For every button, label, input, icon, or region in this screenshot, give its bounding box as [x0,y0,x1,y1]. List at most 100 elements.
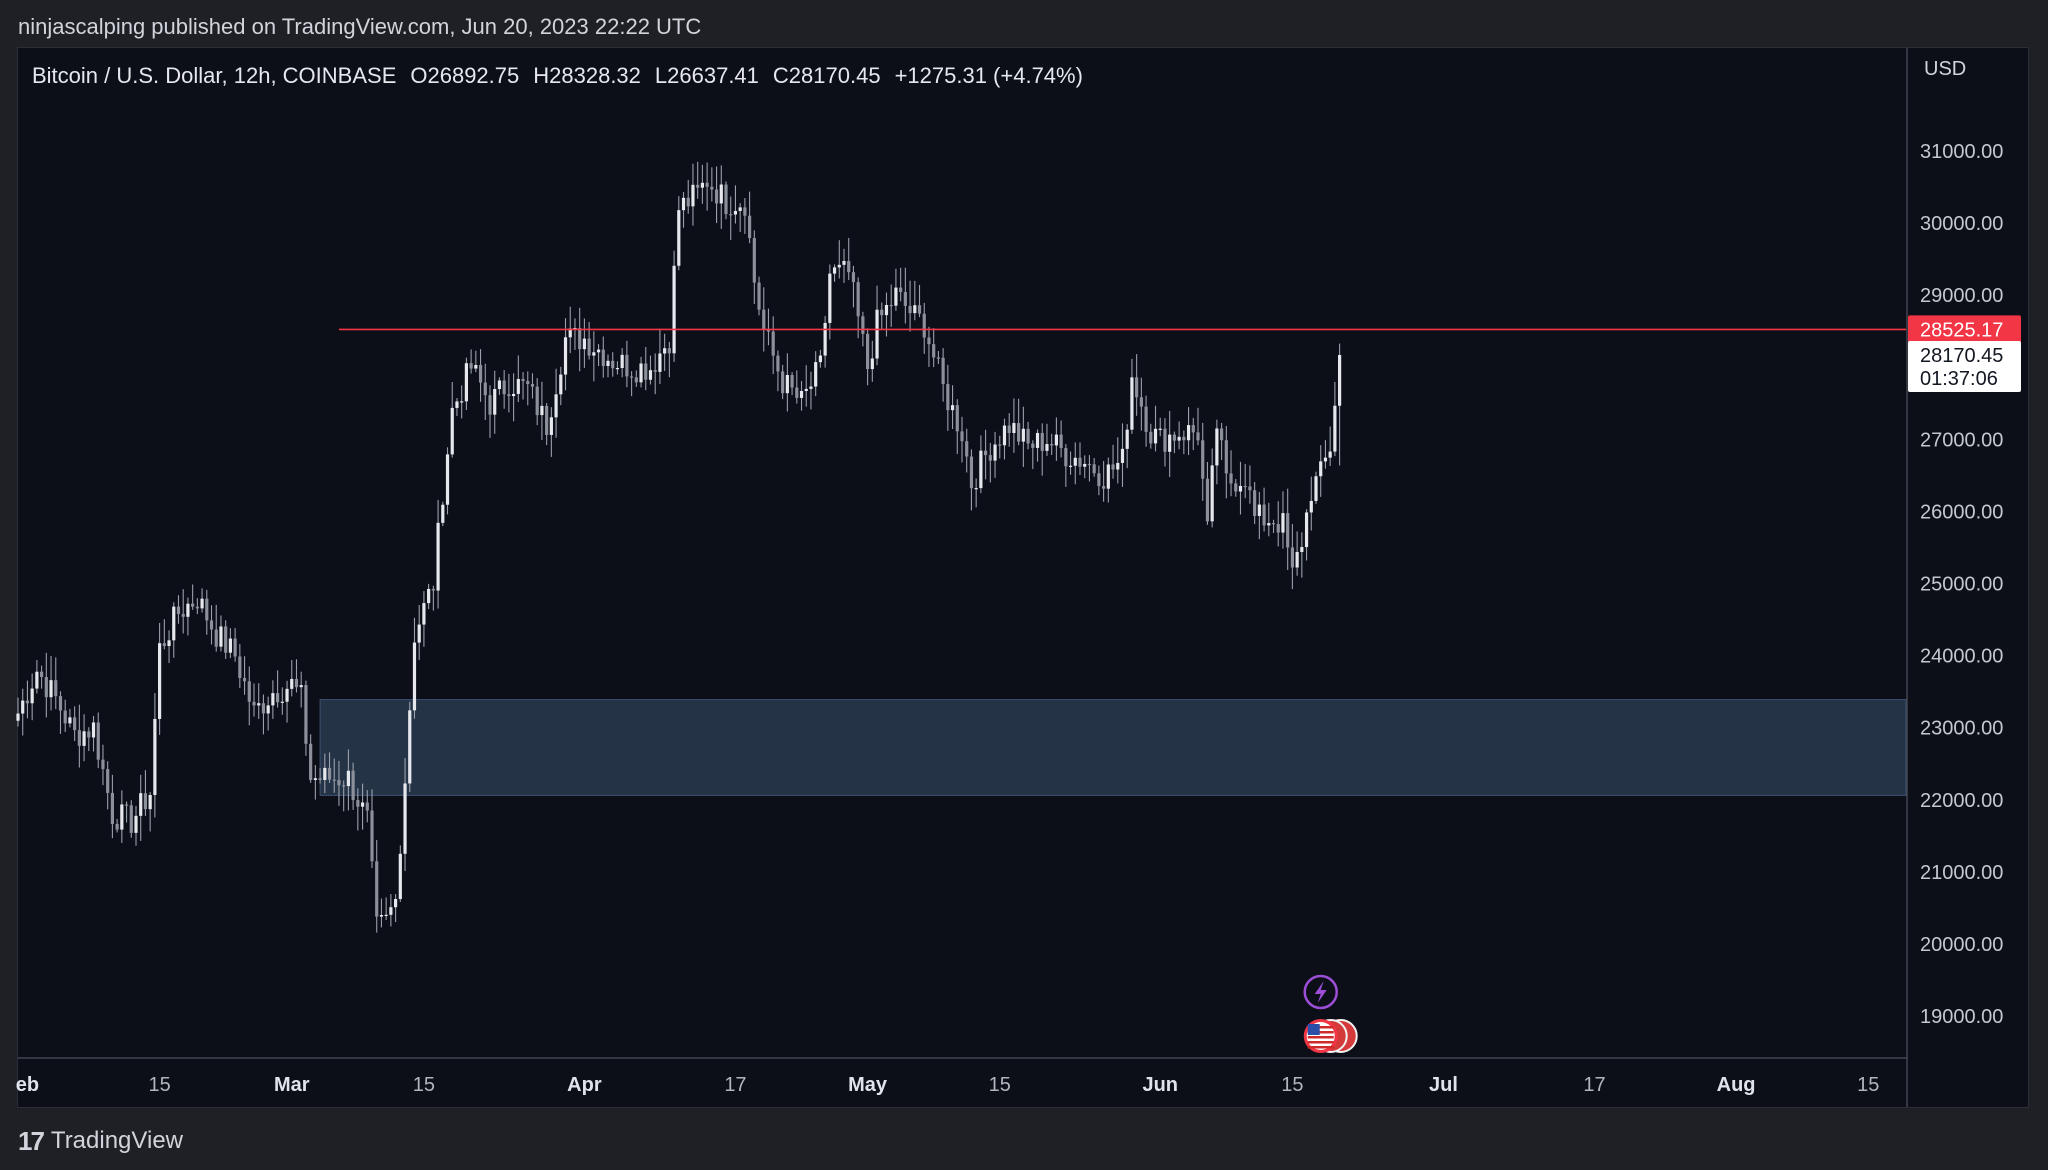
candle [776,350,780,392]
candle [1149,423,1153,449]
demand-zone-layer [319,699,1907,796]
candle [1002,418,1007,460]
candle [1328,426,1332,466]
symbol-title: Bitcoin / U.S. Dollar, 12h, COINBASE [32,63,397,88]
candle [969,449,974,511]
bar-countdown: 01:37:06 [1920,368,1998,390]
candle [611,352,615,377]
candle [332,758,336,793]
candle [455,398,459,417]
candle [1177,421,1181,450]
candle [271,680,275,719]
candle [724,181,728,220]
candle [804,365,808,407]
candle [922,302,926,354]
candles-layer [16,161,1342,933]
candle [91,715,96,752]
candle [304,680,308,756]
candle [417,605,421,661]
candle [545,402,549,446]
candle [620,348,624,378]
currency-label[interactable]: USD [1924,58,1967,80]
candle [1054,417,1058,461]
candle [252,683,256,717]
candle [172,602,176,658]
candle [77,704,81,768]
candle [795,370,799,404]
candle [398,845,402,902]
candle [832,264,837,282]
symbol-legend: Bitcoin / U.S. Dollar, 12h, COINBASE O268… [32,63,1097,89]
candle [1281,491,1285,549]
candle [691,163,695,226]
candle [68,708,72,728]
candle [224,620,228,659]
candle [988,442,992,483]
candle [403,758,407,872]
candle [1106,457,1110,503]
candle [106,761,110,810]
candle [44,652,48,718]
candle [615,361,620,375]
candle [370,789,374,869]
candle [700,164,704,204]
candle [1319,445,1323,497]
candle [894,268,898,311]
candle [526,371,530,406]
candle [82,714,86,762]
candle [1144,395,1148,447]
footer: 17 TradingView [18,1124,183,1158]
candle [1017,398,1021,446]
candle [143,770,148,816]
candle [936,350,940,364]
x-tick-label: 15 [1281,1074,1303,1096]
candle [762,287,766,352]
candle [960,416,964,463]
candle [478,349,483,402]
candle [40,665,44,689]
candle [205,589,209,635]
candle [965,428,969,473]
candle [394,894,398,923]
x-tick-label: 15 [148,1074,170,1096]
candle [181,589,185,634]
candle [625,340,629,388]
x-tick-label: 15 [413,1074,435,1096]
candle [1304,509,1309,561]
candle [837,240,841,279]
y-tick-label: 20000.00 [1920,934,2003,956]
candle [1286,488,1290,570]
candle [573,318,577,350]
candle [1205,461,1210,525]
chart-frame[interactable] [17,47,2029,1108]
candle [1120,423,1125,487]
candle [1139,377,1143,431]
candle [464,357,468,411]
candle [932,328,936,368]
candle [233,628,237,662]
candle [129,800,133,838]
candle [21,688,25,736]
candle [1262,487,1266,532]
candle [771,316,775,375]
candle [696,161,700,199]
candle [1338,343,1342,466]
candle [658,328,662,385]
candle [851,265,856,308]
candle [313,764,317,800]
candle [757,276,761,316]
candle [1229,450,1233,497]
candle [1116,437,1120,484]
candle [1012,398,1016,453]
candle [639,356,643,388]
candle [427,583,431,610]
candle [644,347,648,391]
candle [818,349,822,368]
y-tick-label: 30000.00 [1920,213,2003,235]
candle [110,774,114,839]
candle [337,760,341,806]
candle [1172,431,1176,454]
candle [436,499,440,609]
lightning-icon [1303,974,1338,1010]
